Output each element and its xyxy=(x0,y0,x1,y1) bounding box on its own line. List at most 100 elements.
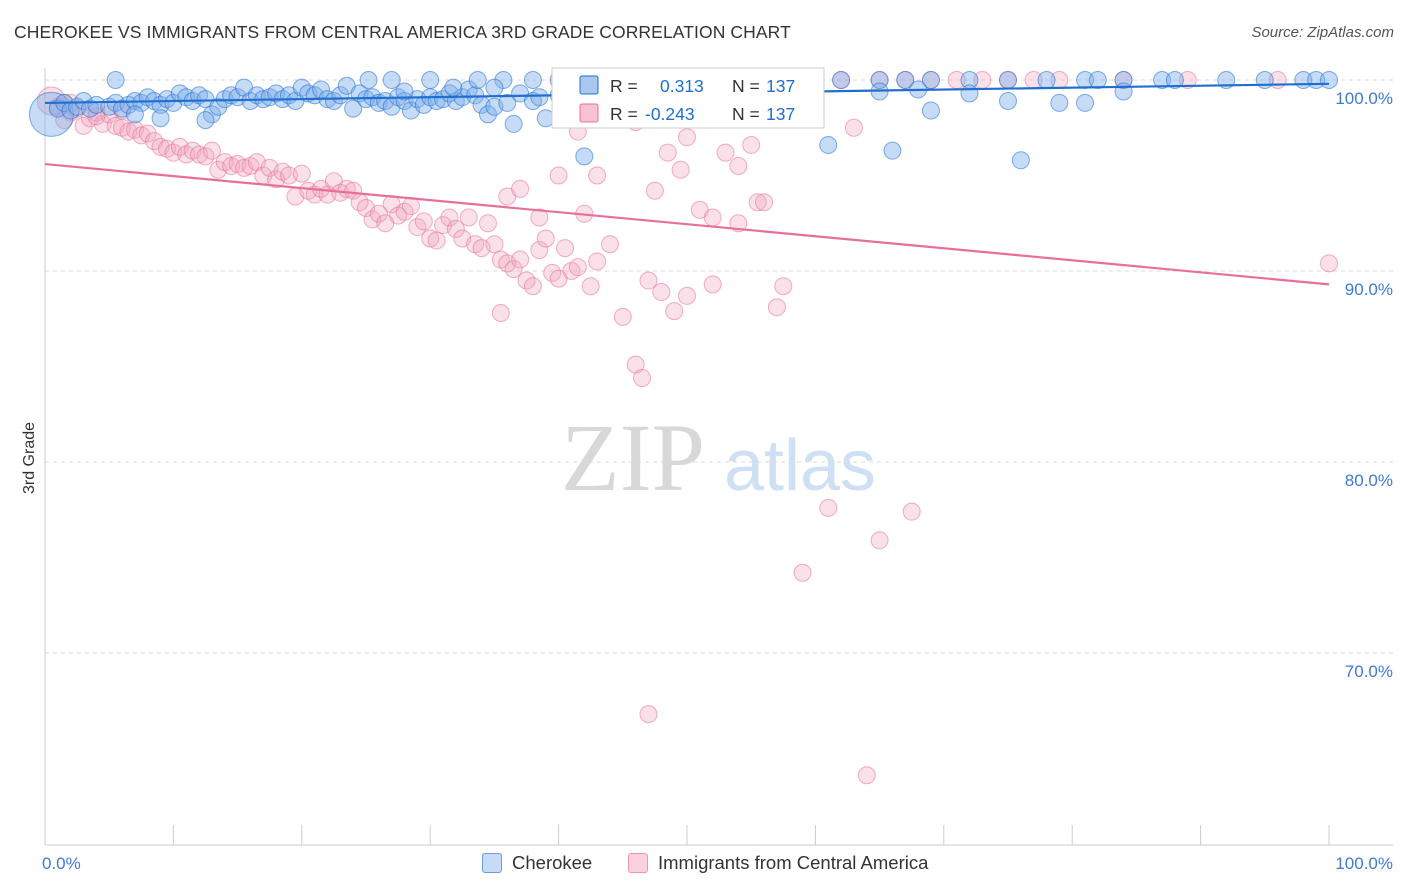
immigrants-point xyxy=(556,239,575,258)
immigrants-point xyxy=(414,212,433,231)
legend-r-value: 0.313 xyxy=(660,76,704,96)
watermark: ZIP atlas xyxy=(561,404,876,511)
immigrants-point xyxy=(202,141,221,160)
cherokee-point xyxy=(125,105,144,124)
immigrants-point xyxy=(581,277,600,296)
cherokee-point xyxy=(999,92,1017,111)
immigrants-point xyxy=(1178,71,1197,89)
cherokee-point xyxy=(151,109,170,128)
cherokee-point xyxy=(485,78,504,97)
cherokee-point xyxy=(444,78,463,97)
x-tick-label: 100.0% xyxy=(1335,854,1393,873)
cherokee-point xyxy=(832,71,851,89)
immigrants-point xyxy=(588,252,607,271)
legend-bottom: Cherokee Immigrants from Central America xyxy=(0,852,1406,878)
immigrants-point xyxy=(504,260,523,279)
cherokee-point xyxy=(1153,71,1172,89)
legend-swatch-immigrants xyxy=(579,103,599,123)
y-tick-labels: 70.0% 80.0% 90.0% 100.0% xyxy=(1335,89,1393,681)
legend-n-label: N = xyxy=(732,76,760,96)
immigrants-point xyxy=(459,208,478,227)
cherokee-point xyxy=(575,147,594,166)
y-tick-label: 100.0% xyxy=(1335,89,1393,108)
immigrants-point xyxy=(652,283,671,302)
immigrants-point xyxy=(1320,254,1338,273)
immigrants-point xyxy=(671,160,690,179)
legend-swatch-immigrants xyxy=(628,853,648,873)
immigrants-point xyxy=(74,116,93,135)
cherokee-point xyxy=(196,111,215,130)
legend-swatch-cherokee xyxy=(482,853,502,873)
y-tick-label: 90.0% xyxy=(1345,280,1393,299)
legend-item-cherokee[interactable]: Cherokee xyxy=(482,852,592,874)
legend-r-value: -0.243 xyxy=(645,104,695,124)
axes xyxy=(44,68,1393,846)
cherokee-point xyxy=(1165,71,1184,89)
cherokee-point xyxy=(1320,71,1338,89)
immigrants-point xyxy=(703,208,722,227)
immigrants-point xyxy=(639,705,658,724)
cherokee-point xyxy=(382,71,401,89)
immigrants-point xyxy=(742,135,761,154)
immigrants-point xyxy=(440,208,459,227)
cherokee-point xyxy=(1011,151,1030,170)
cherokee-point xyxy=(1114,82,1133,101)
legend-label-cherokee: Cherokee xyxy=(512,852,593,873)
cherokee-point xyxy=(896,71,915,89)
legend-swatch-cherokee xyxy=(579,75,599,95)
cherokee-point xyxy=(468,71,487,89)
immigrants-point xyxy=(774,277,793,296)
immigrants-point xyxy=(427,231,446,250)
immigrants-point xyxy=(870,531,889,550)
immigrants-point xyxy=(703,275,722,294)
cherokee-point xyxy=(921,71,940,89)
immigrants-point xyxy=(292,164,311,183)
immigrants-point xyxy=(658,143,677,162)
immigrants-point xyxy=(421,229,440,248)
immigrants-point xyxy=(369,204,388,223)
immigrants-point xyxy=(530,208,549,227)
watermark-zip: ZIP xyxy=(561,404,705,511)
immigrants-point xyxy=(678,286,696,305)
cherokee-point xyxy=(344,99,363,118)
legend-r-label: R = xyxy=(610,104,638,124)
immigrants-point xyxy=(844,118,863,137)
immigrants-point xyxy=(665,302,684,321)
cherokee-point xyxy=(106,71,125,89)
immigrants-point xyxy=(446,219,465,238)
immigrants-point xyxy=(729,156,748,175)
immigrants-point xyxy=(478,214,497,233)
grid-lines xyxy=(45,79,1393,654)
cherokee-point xyxy=(395,82,414,101)
immigrants-point xyxy=(401,197,420,216)
immigrants-point xyxy=(600,235,619,254)
cherokee-point xyxy=(999,71,1017,89)
immigrants-point xyxy=(491,304,510,323)
y-tick-label: 80.0% xyxy=(1345,471,1393,490)
legend-n-label: N = xyxy=(732,104,760,124)
cherokee-point xyxy=(819,135,838,154)
immigrants-point xyxy=(485,235,504,254)
source-label: Source: ZipAtlas.com xyxy=(1251,24,1394,41)
immigrants-trend-line xyxy=(44,162,1330,286)
cherokee-point xyxy=(466,86,485,105)
immigrants-point xyxy=(549,166,568,185)
immigrants-point xyxy=(748,193,767,212)
immigrants-point xyxy=(645,181,664,200)
legend-item-immigrants[interactable]: Immigrants from Central America xyxy=(628,852,928,874)
cherokee-point xyxy=(1050,93,1069,112)
cherokee-point xyxy=(209,97,228,116)
immigrants-point xyxy=(729,214,748,233)
y-axis-label: 3rd Grade xyxy=(21,422,38,494)
watermark-atlas: atlas xyxy=(724,426,876,506)
cherokee-point xyxy=(359,71,378,89)
immigrants-point xyxy=(819,498,838,517)
immigrants-point xyxy=(767,298,786,317)
x-tick-label: 0.0% xyxy=(42,854,81,873)
cherokee-point xyxy=(523,71,542,89)
cherokee-point xyxy=(1076,93,1095,112)
immigrants-point xyxy=(793,563,812,582)
cherokee-point xyxy=(504,114,523,133)
legend-n-value: 137 xyxy=(766,104,795,124)
